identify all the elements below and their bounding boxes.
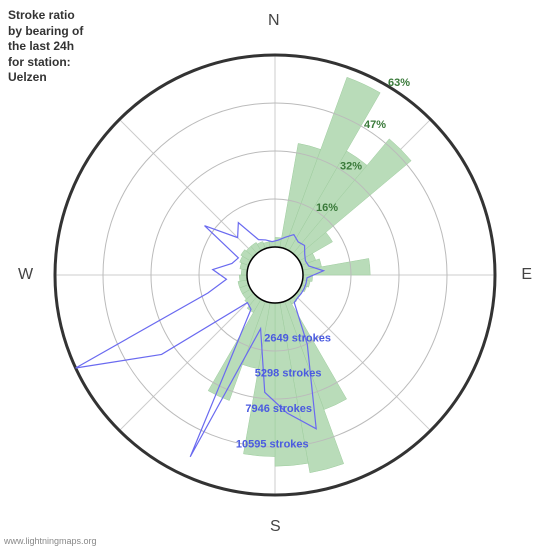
cardinal-e: E xyxy=(521,266,532,284)
ring-label: 16% xyxy=(316,202,338,214)
stroke-label: 10595 strokes xyxy=(236,438,309,450)
stroke-label: 2649 strokes xyxy=(264,332,331,344)
stroke-label: 5298 strokes xyxy=(255,368,322,380)
cardinal-n: N xyxy=(268,12,280,30)
ring-label: 32% xyxy=(340,160,362,172)
cardinal-s: S xyxy=(270,518,281,536)
ring-label: 63% xyxy=(388,77,410,89)
stroke-label: 7946 strokes xyxy=(245,403,312,415)
polar-chart: 16% 32% 47% 63% 2649 strokes 5298 strokes 7946… xyxy=(0,0,550,550)
ring-label: 47% xyxy=(364,119,386,131)
cardinal-w: W xyxy=(18,266,33,284)
